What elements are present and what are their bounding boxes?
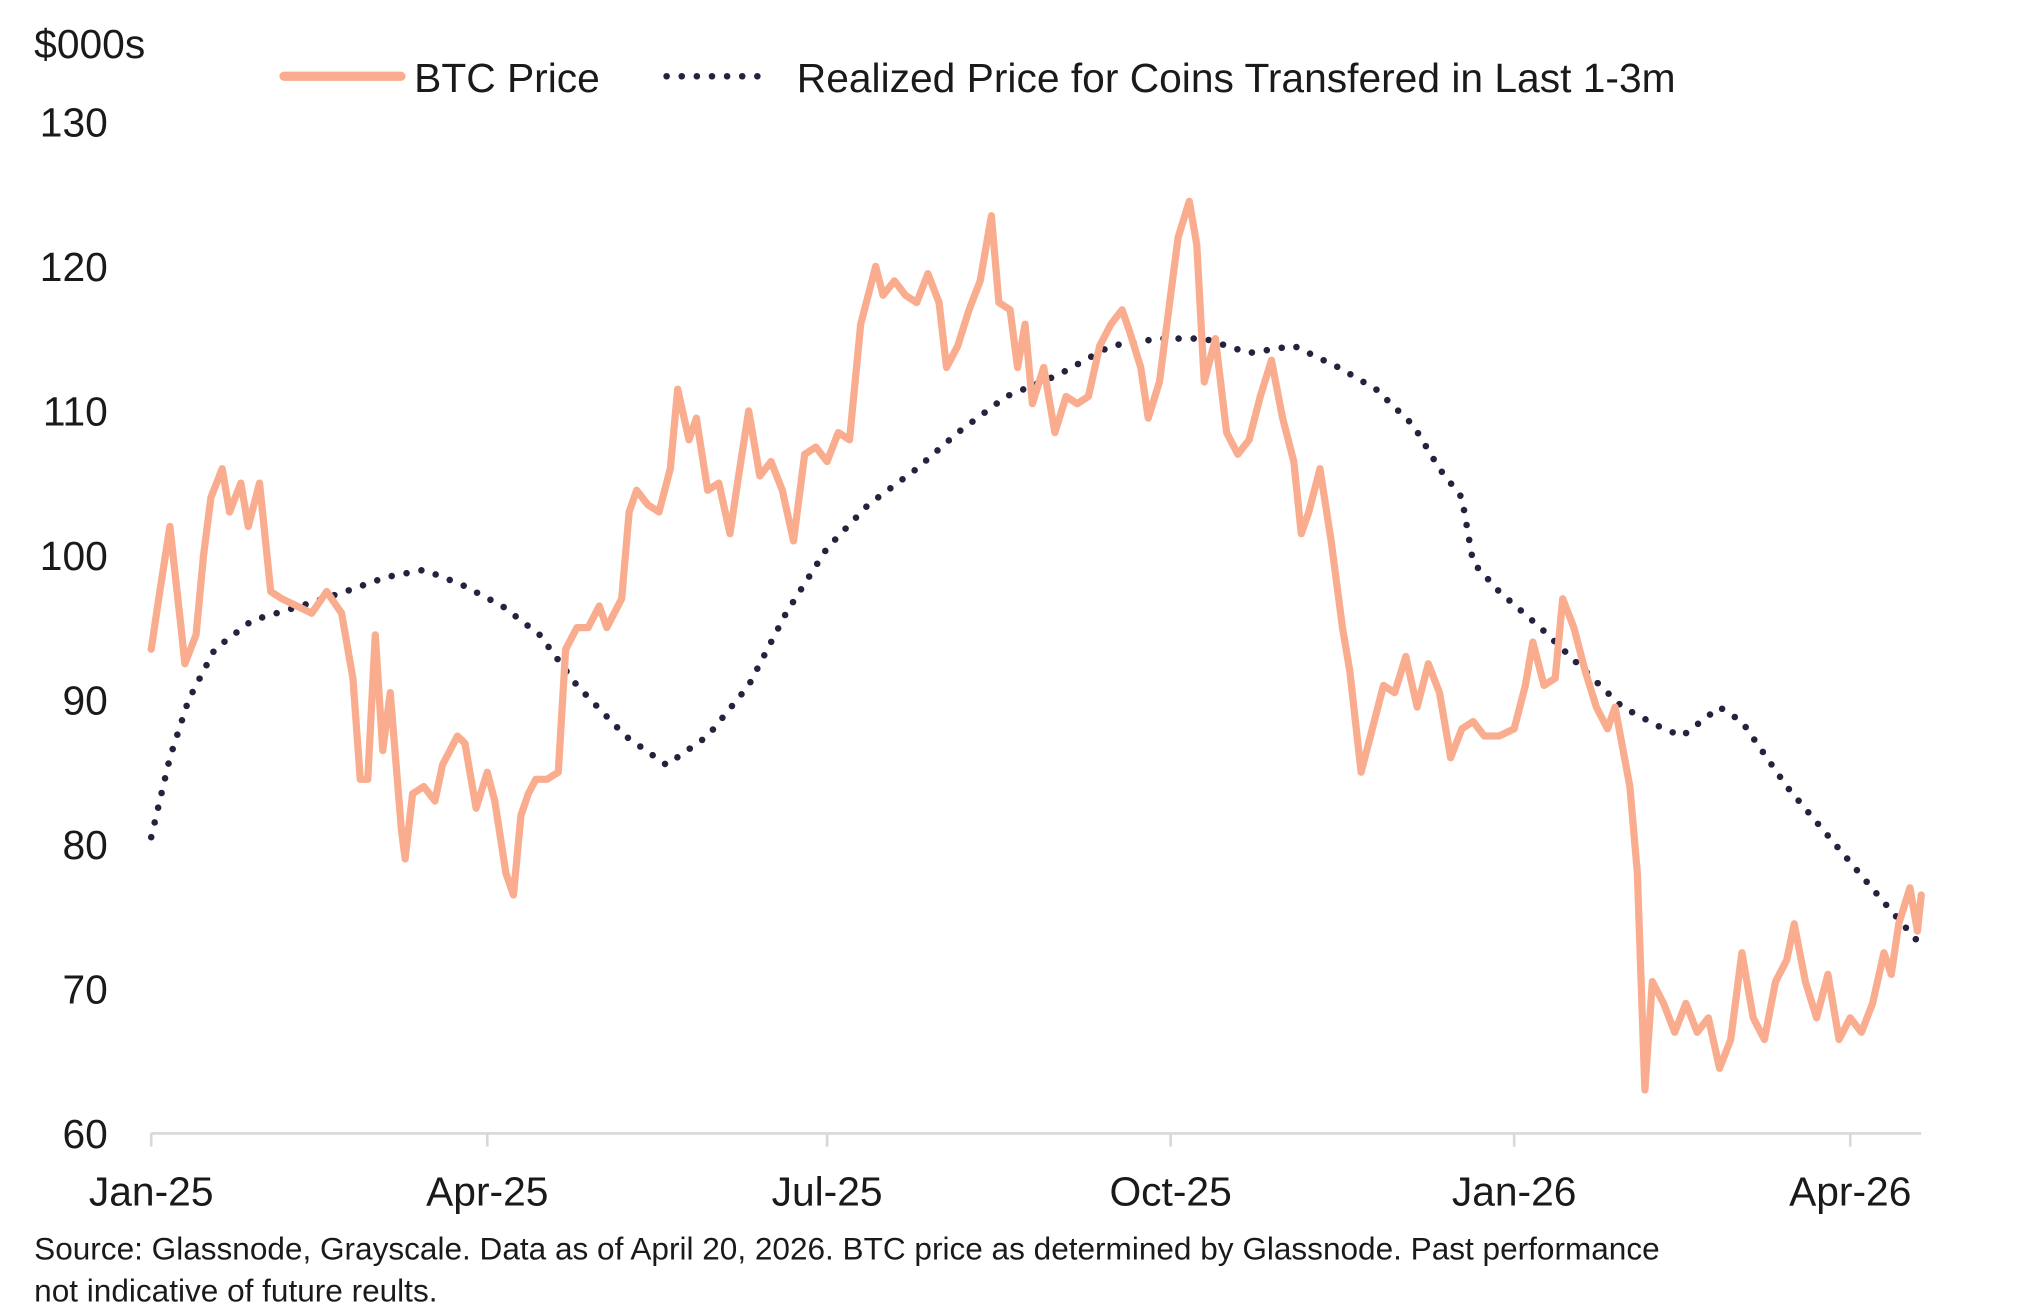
x-tick-label: Oct-25 (1109, 1169, 1231, 1215)
plot-area (147, 197, 1925, 1094)
y-tick-label: 120 (40, 244, 108, 290)
x-tick-label: Apr-26 (1789, 1169, 1911, 1215)
source-note-line-1: Source: Glassnode, Grayscale. Data as of… (34, 1231, 1659, 1267)
y-tick-label: 70 (62, 966, 107, 1012)
x-tick-label: Jul-25 (772, 1169, 883, 1215)
y-axis-unit-label: $000s (34, 21, 145, 67)
x-axis: Jan-25 Apr-25 Jul-25 Oct-25 Jan-26 Apr-26 (89, 1132, 1922, 1215)
y-tick-label: 60 (62, 1111, 107, 1157)
legend-label-realized-price: Realized Price for Coins Transfered in L… (797, 55, 1676, 101)
y-tick-label: 90 (62, 677, 107, 723)
x-tick-label: Jan-25 (89, 1169, 214, 1215)
legend: BTC Price Realized Price for Coins Trans… (279, 55, 1676, 101)
realized-price-line (147, 335, 1925, 949)
y-tick-label: 130 (40, 99, 108, 145)
legend-label-btc-price: BTC Price (414, 55, 600, 101)
y-tick-label: 100 (40, 533, 108, 579)
source-note-line-2: not indicative of future reults. (34, 1273, 437, 1309)
y-axis: 60 70 80 90 100 110 120 130 (40, 99, 108, 1157)
btc-price-line (147, 197, 1925, 1094)
y-tick-label: 80 (62, 822, 107, 868)
x-tick-label: Jan-26 (1452, 1169, 1577, 1215)
x-tick-label: Apr-25 (426, 1169, 548, 1215)
y-tick-label: 110 (43, 388, 108, 434)
